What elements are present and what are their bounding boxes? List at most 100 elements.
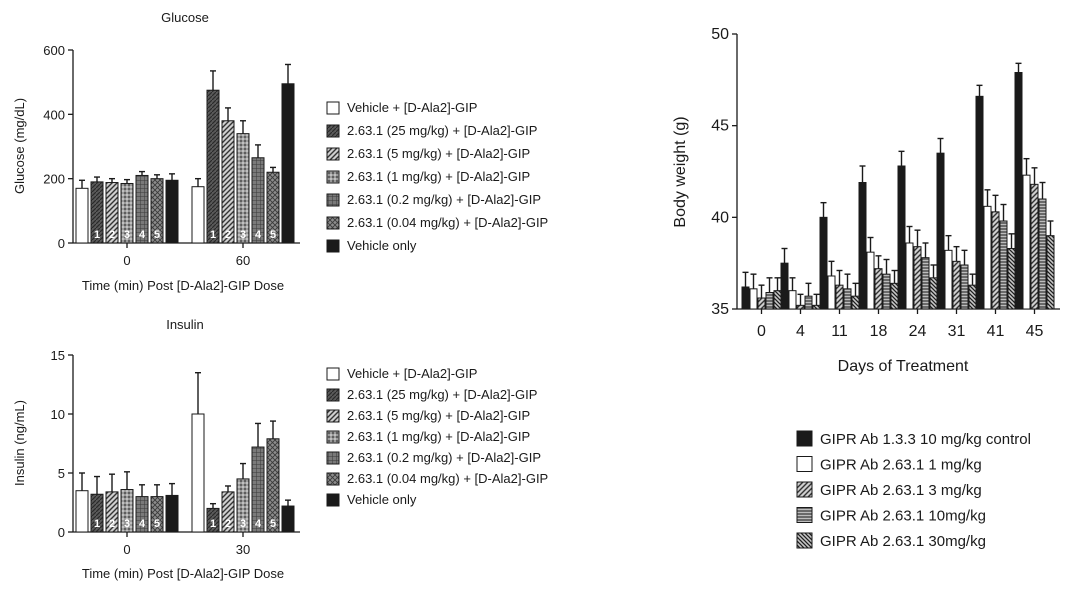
bar-number-label: 5 xyxy=(270,229,276,241)
bar xyxy=(975,95,984,310)
bar-number-label: 3 xyxy=(124,229,130,241)
legend-swatch xyxy=(326,124,340,138)
bar xyxy=(921,257,930,310)
legend-swatch xyxy=(326,388,340,402)
bar xyxy=(858,182,867,310)
x-tick-label: 0 xyxy=(123,542,130,557)
bar xyxy=(866,251,875,310)
y-tick-label: 50 xyxy=(711,26,729,43)
legend-label: 2.63.1 (25 mg/kg) + [D-Ala2]-GIP xyxy=(347,123,537,138)
y-tick-label: 400 xyxy=(43,107,65,122)
bar xyxy=(913,246,922,310)
legend-swatch xyxy=(326,147,340,161)
bar xyxy=(165,494,179,533)
legend-swatch xyxy=(326,170,340,184)
bar-number-label: 1 xyxy=(94,518,100,530)
legend-swatch xyxy=(796,456,813,472)
bar-number-label: 1 xyxy=(94,229,100,241)
bar xyxy=(874,268,883,310)
bar xyxy=(741,286,750,310)
legend-swatch xyxy=(326,472,340,486)
legend-swatch xyxy=(796,532,813,549)
y-tick-label: 5 xyxy=(58,466,65,481)
bar xyxy=(812,304,821,310)
bar xyxy=(236,133,250,244)
bar xyxy=(165,179,179,244)
bar xyxy=(804,295,813,310)
bar-number-label: 4 xyxy=(139,518,146,530)
bar xyxy=(1030,183,1039,310)
bar xyxy=(936,152,945,310)
legend-swatch xyxy=(326,216,340,230)
legend-swatch xyxy=(796,430,813,447)
bar xyxy=(843,288,852,310)
legend-label: GIPR Ab 2.63.1 10mg/kg xyxy=(820,508,986,525)
legend-swatch xyxy=(796,507,813,523)
bar xyxy=(75,187,89,244)
legend-swatch xyxy=(326,430,340,444)
legend-label: 2.63.1 (5 mg/kg) + [D-Ala2]-GIP xyxy=(347,146,530,161)
bar xyxy=(827,275,836,310)
y-tick-label: 40 xyxy=(711,209,729,226)
bar xyxy=(1007,248,1016,310)
legend-label: 2.63.1 (0.04 mg/kg) + [D-Ala2]-GIP xyxy=(347,471,548,486)
bar-number-label: 5 xyxy=(270,518,276,530)
x-tick-label: 0 xyxy=(123,253,130,268)
x-tick-label: 0 xyxy=(757,323,766,340)
bar xyxy=(281,83,295,244)
legend-swatch xyxy=(326,451,340,465)
bar xyxy=(983,205,992,310)
x-tick-label: 41 xyxy=(987,323,1005,340)
bar xyxy=(1046,235,1055,310)
bar xyxy=(1022,174,1031,310)
bar-number-label: 2 xyxy=(225,229,231,241)
bar xyxy=(952,260,961,310)
x-tick-label: 60 xyxy=(236,253,250,268)
legend-swatch xyxy=(326,367,340,381)
legend-swatch xyxy=(326,193,340,207)
legend-label: GIPR Ab 2.63.1 30mg/kg xyxy=(820,533,986,550)
bar xyxy=(788,290,797,310)
y-tick-label: 0 xyxy=(58,236,65,251)
y-tick-label: 10 xyxy=(51,407,65,422)
x-tick-label: 31 xyxy=(948,323,966,340)
bar-number-label: 4 xyxy=(255,229,262,241)
y-axis-label: Insulin (ng/mL) xyxy=(12,400,27,486)
bar xyxy=(780,262,789,310)
y-tick-label: 200 xyxy=(43,172,65,187)
legend-swatch xyxy=(796,481,813,498)
bar xyxy=(968,284,977,310)
legend-label: GIPR Ab 2.63.1 3 mg/kg xyxy=(820,482,982,499)
legend-swatch xyxy=(326,409,340,423)
bar-number-label: 2 xyxy=(225,518,231,530)
bar xyxy=(1038,198,1047,310)
bar-number-label: 1 xyxy=(210,229,216,241)
bar xyxy=(991,211,1000,310)
y-axis-label: Glucose (mg/dL) xyxy=(12,98,27,194)
legend-label: 2.63.1 (5 mg/kg) + [D-Ala2]-GIP xyxy=(347,408,530,423)
bar xyxy=(819,216,828,310)
legend-label: Vehicle + [D-Ala2]-GIP xyxy=(347,100,477,115)
bar xyxy=(882,273,891,310)
y-axis-label: Body weight (g) xyxy=(672,116,689,227)
bar-number-label: 3 xyxy=(124,518,130,530)
bar-number-label: 3 xyxy=(240,518,246,530)
x-axis-label: Time (min) Post [D-Ala2]-GIP Dose xyxy=(82,566,284,581)
bar xyxy=(191,413,205,533)
bar xyxy=(765,292,774,310)
bar xyxy=(281,505,295,533)
legend-label: 2.63.1 (0.2 mg/kg) + [D-Ala2]-GIP xyxy=(347,450,541,465)
x-tick-label: 18 xyxy=(870,323,888,340)
bar xyxy=(835,284,844,310)
x-tick-label: 30 xyxy=(236,542,250,557)
bar xyxy=(890,282,899,310)
x-tick-label: 11 xyxy=(831,323,848,340)
legend-label: 2.63.1 (1 mg/kg) + [D-Ala2]-GIP xyxy=(347,169,530,184)
chart-title: Insulin xyxy=(166,317,204,332)
bar xyxy=(75,490,89,533)
bar xyxy=(221,120,235,244)
